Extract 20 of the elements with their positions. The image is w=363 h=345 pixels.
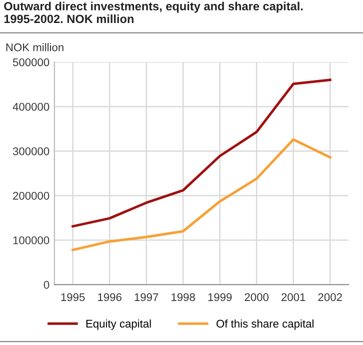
x-tick-label: 1998 [172,293,195,302]
line-series [72,138,332,252]
chart-title: Outward direct investments, equity and share capital. 1995-2002. NOK million [4,2,303,24]
x-tick-label: 1997 [134,293,158,302]
y-tick-label: 500000 [12,58,50,66]
y-tick-label: 200000 [13,192,50,200]
legend-label: Of this share capital [216,319,314,330]
line-series [72,78,332,228]
x-tick-label: 1999 [208,293,232,302]
y-tick-label: 300000 [12,147,50,156]
y-tick-label: 400000 [12,102,50,111]
legend-label: Equity capital [86,319,151,330]
y-tick-label: 100000 [13,236,50,244]
x-tick-label: 1995 [61,293,85,302]
y-axis-title: NOK million [6,43,64,52]
x-tick-label: 1996 [98,293,122,302]
x-tick-label: 2002 [318,293,342,302]
x-tick-label: 2001 [282,293,306,302]
y-tick-label: 0 [44,280,50,289]
x-tick-label: 2000 [244,293,269,302]
